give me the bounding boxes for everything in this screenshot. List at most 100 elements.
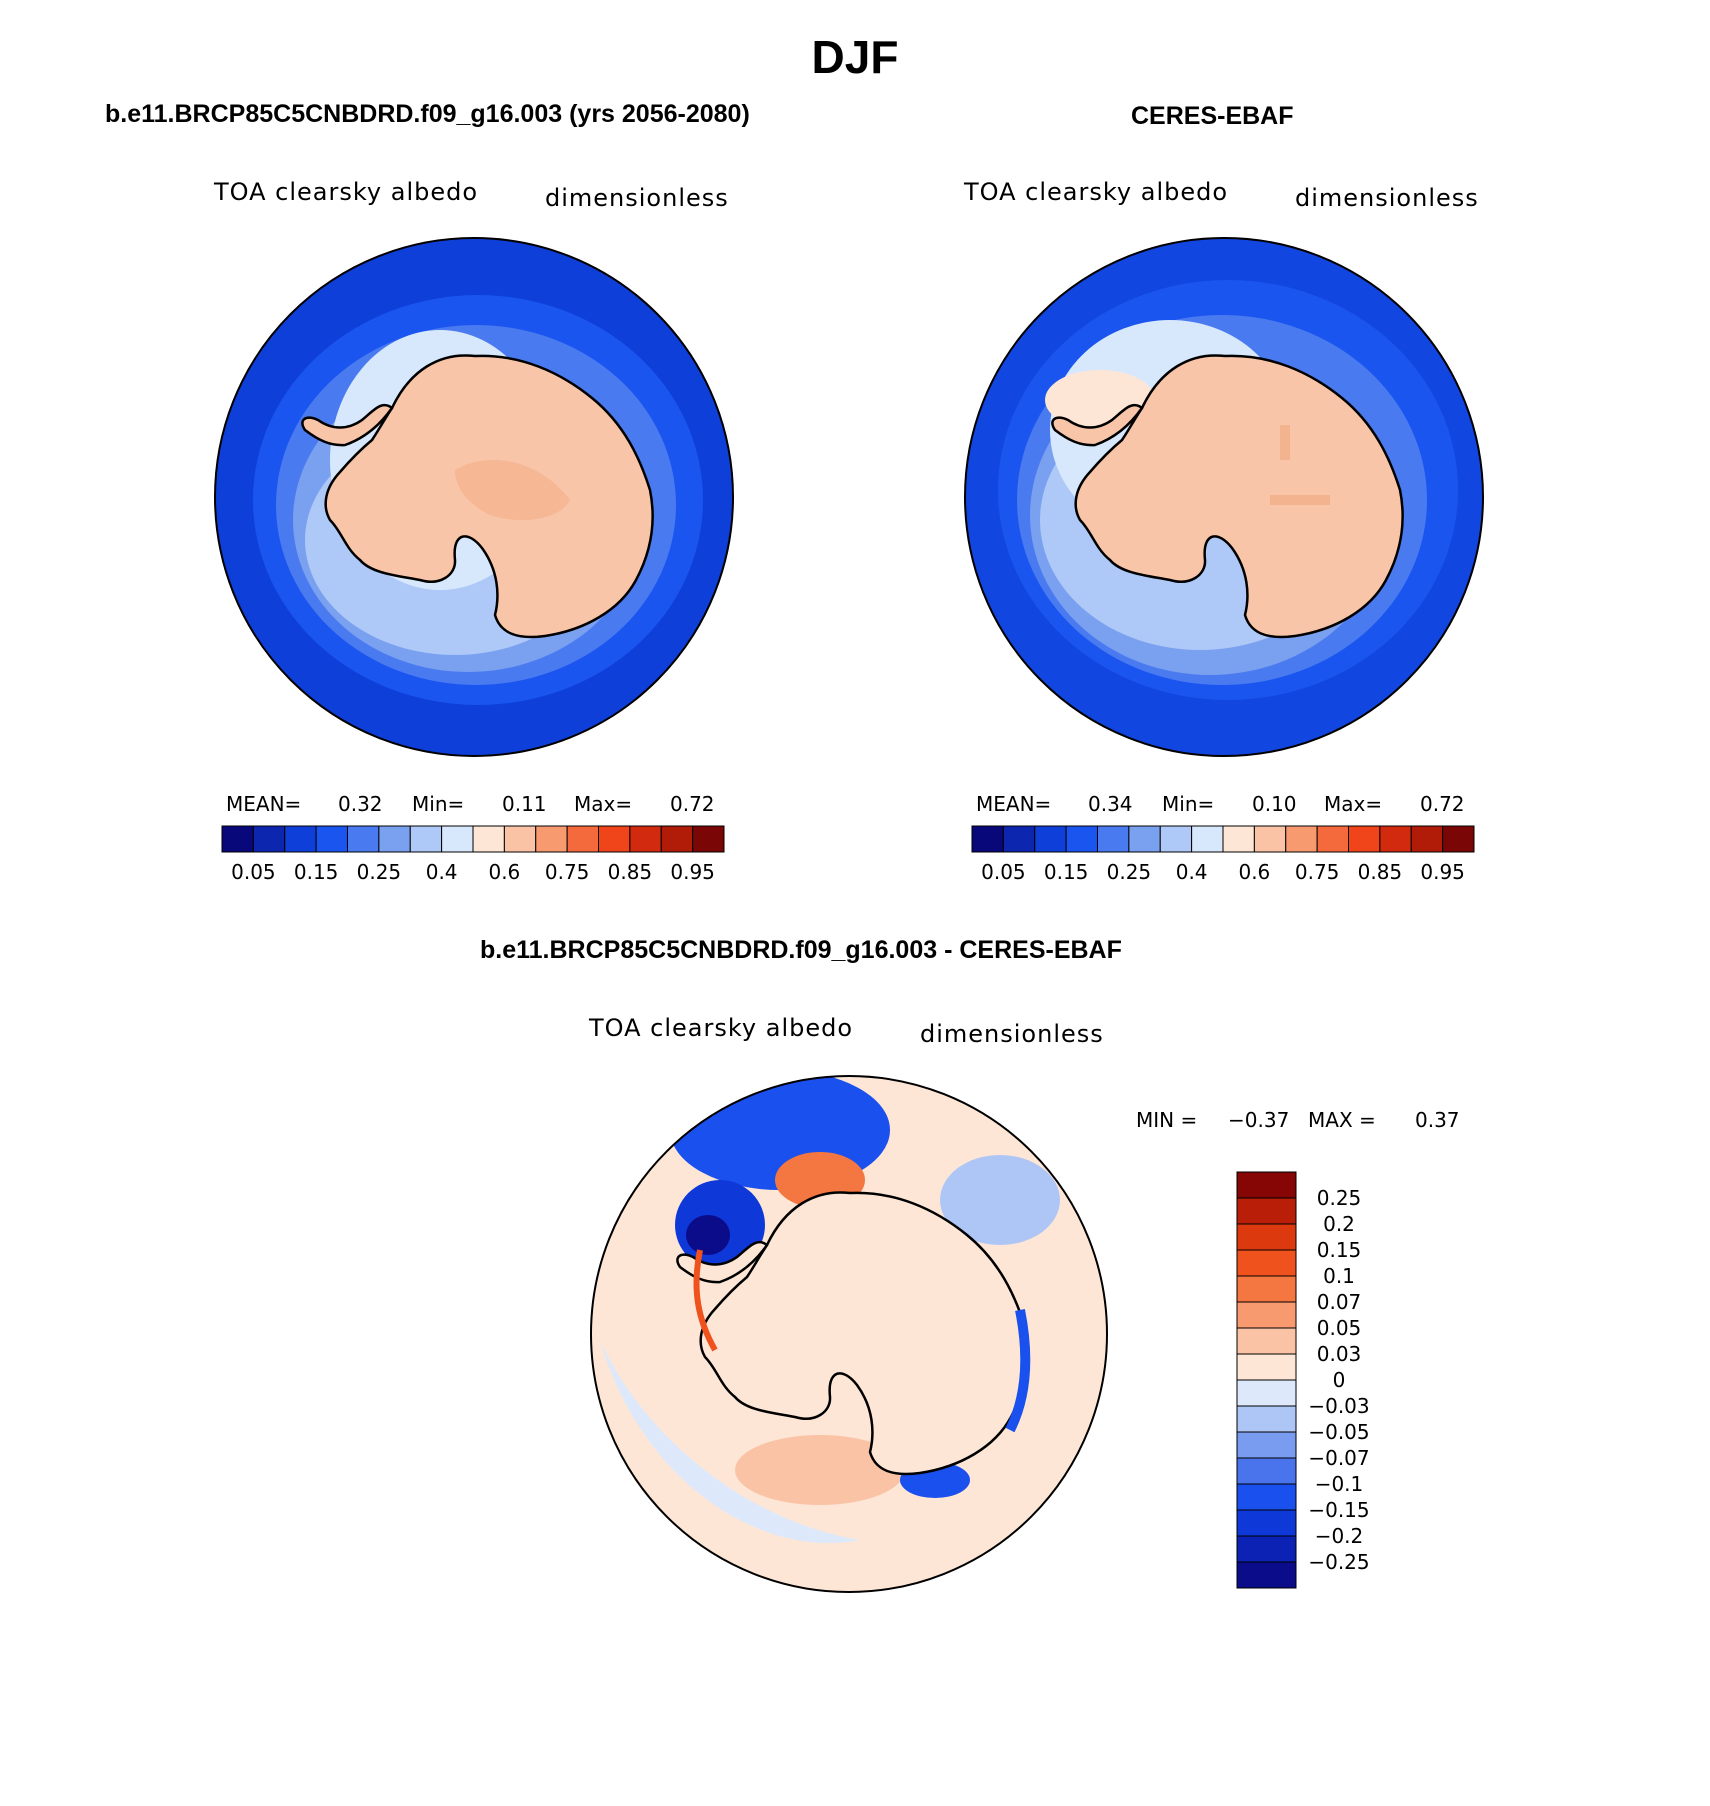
obs-colorbar-tick-label: 0.6 bbox=[1238, 860, 1271, 884]
model-min-value: 0.11 bbox=[502, 792, 547, 816]
panel-diff-units: dimensionless bbox=[920, 1020, 1104, 1048]
diff-colorbar-swatch bbox=[1236, 1171, 1297, 1199]
model-max-value: 0.72 bbox=[670, 792, 715, 816]
obs-colorbar-tick-label: 0.15 bbox=[1043, 860, 1089, 884]
diff-max-value: 0.37 bbox=[1415, 1108, 1460, 1132]
obs-colorbar-swatch bbox=[1442, 825, 1475, 853]
diff-colorbar-tick-label: −0.25 bbox=[1308, 1550, 1370, 1574]
obs-colorbar-swatch bbox=[1191, 825, 1224, 853]
diff-colorbar-tick-label: −0.1 bbox=[1314, 1472, 1364, 1496]
model-colorbar-swatch bbox=[378, 825, 411, 853]
diff-colorbar-tick-label: −0.07 bbox=[1308, 1446, 1370, 1470]
obs-colorbar-swatch bbox=[971, 825, 1004, 853]
antarctica-land bbox=[1074, 354, 1404, 639]
model-colorbar-swatch bbox=[660, 825, 694, 853]
model-colorbar-swatch bbox=[409, 825, 443, 853]
obs-colorbar-swatch bbox=[1222, 825, 1255, 853]
diff-colorbar-swatch bbox=[1236, 1197, 1297, 1225]
model-colorbar bbox=[221, 825, 725, 853]
model-colorbar-swatch bbox=[598, 825, 631, 853]
diff-colorbar-swatch bbox=[1236, 1457, 1297, 1485]
obs-colorbar bbox=[971, 825, 1475, 853]
obs-min-label: Min= bbox=[1162, 792, 1215, 816]
obs-mean-label: MEAN= bbox=[976, 792, 1052, 816]
model-colorbar-swatch bbox=[284, 825, 317, 853]
model-colorbar-tick-label: 0.85 bbox=[607, 860, 653, 884]
obs-colorbar-swatch bbox=[1285, 825, 1318, 853]
diff-max-label: MAX = bbox=[1308, 1108, 1376, 1132]
model-colorbar-swatch bbox=[503, 825, 537, 853]
obs-mean-value: 0.34 bbox=[1088, 792, 1133, 816]
diff-min-value: −0.37 bbox=[1228, 1108, 1290, 1132]
obs-max-value: 0.72 bbox=[1420, 792, 1465, 816]
diff-colorbar-tick-label: 0.1 bbox=[1323, 1264, 1355, 1288]
diff-colorbar-swatch bbox=[1236, 1535, 1297, 1563]
model-colorbar-swatch bbox=[629, 825, 662, 853]
diff-colorbar-tick-label: −0.05 bbox=[1308, 1420, 1370, 1444]
model-colorbar-swatch bbox=[472, 825, 505, 853]
diff-colorbar-tick-label: 0.03 bbox=[1316, 1342, 1362, 1366]
diff-min-label: MIN = bbox=[1136, 1108, 1198, 1132]
panel-diff-heading: b.e11.BRCP85C5CNBDRD.f09_g16.003 - CERES… bbox=[480, 936, 1122, 964]
model-colorbar-swatch bbox=[315, 825, 348, 853]
panel-obs-variable: TOA clearsky albedo bbox=[964, 178, 1229, 206]
diff-colorbar-swatch bbox=[1236, 1249, 1297, 1277]
diff-colorbar-tick-label: −0.15 bbox=[1308, 1498, 1370, 1522]
obs-colorbar-swatch bbox=[1002, 825, 1036, 853]
panel-model-variable: TOA clearsky albedo bbox=[214, 178, 479, 206]
diff-colorbar-swatch bbox=[1236, 1379, 1297, 1407]
obs-colorbar-swatch bbox=[1348, 825, 1381, 853]
obs-max-label: Max= bbox=[1324, 792, 1383, 816]
model-colorbar-swatch bbox=[252, 825, 286, 853]
panel-model-units: dimensionless bbox=[545, 184, 729, 212]
panel-obs-units: dimensionless bbox=[1295, 184, 1479, 212]
model-colorbar-swatch bbox=[347, 825, 380, 853]
obs-colorbar-swatch bbox=[1065, 825, 1098, 853]
panel-obs-heading: CERES-EBAF bbox=[1131, 102, 1294, 130]
obs-colorbar-swatch bbox=[1253, 825, 1287, 853]
diff-colorbar-tick-label: 0 bbox=[1332, 1368, 1346, 1392]
page-title: DJF bbox=[811, 31, 899, 83]
model-colorbar-tick-label: 0.25 bbox=[356, 860, 402, 884]
model-colorbar-tick-label: 0.95 bbox=[670, 860, 715, 884]
obs-colorbar-swatch bbox=[1128, 825, 1161, 853]
obs-colorbar-swatch bbox=[1410, 825, 1444, 853]
diff-colorbar-tick-label: 0.25 bbox=[1316, 1186, 1362, 1210]
model-max-label: Max= bbox=[574, 792, 633, 816]
model-colorbar-tick-label: 0.75 bbox=[544, 860, 590, 884]
diff-colorbar-swatch bbox=[1236, 1431, 1297, 1459]
diff-colorbar bbox=[1236, 1171, 1297, 1589]
obs-colorbar-tick-label: 0.4 bbox=[1175, 860, 1208, 884]
model-colorbar-swatch bbox=[441, 825, 474, 853]
obs-colorbar-tick-label: 0.95 bbox=[1420, 860, 1465, 884]
obs-colorbar-swatch bbox=[1034, 825, 1067, 853]
model-colorbar-tick-label: 0.6 bbox=[488, 860, 521, 884]
diff-colorbar-swatch bbox=[1236, 1301, 1297, 1329]
model-colorbar-tick-label: 0.4 bbox=[425, 860, 458, 884]
diff-colorbar-swatch bbox=[1236, 1275, 1297, 1303]
diff-colorbar-tick-label: 0.2 bbox=[1323, 1212, 1355, 1236]
model-mean-label: MEAN= bbox=[226, 792, 302, 816]
diff-colorbar-swatch bbox=[1236, 1405, 1297, 1433]
diff-colorbar-swatch bbox=[1236, 1509, 1297, 1537]
diff-colorbar-swatch bbox=[1236, 1327, 1297, 1355]
diff-colorbar-swatch bbox=[1236, 1483, 1297, 1511]
diff-colorbar-tick-label: 0.05 bbox=[1316, 1316, 1362, 1340]
model-min-label: Min= bbox=[412, 792, 465, 816]
model-colorbar-swatch bbox=[221, 825, 254, 853]
model-map bbox=[214, 237, 734, 757]
diff-colorbar-tick-label: −0.03 bbox=[1308, 1394, 1370, 1418]
antarctic-peninsula bbox=[301, 403, 394, 447]
diff-colorbar-swatch bbox=[1236, 1223, 1297, 1251]
diff-colorbar-swatch bbox=[1236, 1561, 1297, 1589]
panel-model-heading: b.e11.BRCP85C5CNBDRD.f09_g16.003 (yrs 20… bbox=[105, 100, 750, 128]
obs-colorbar-tick-label: 0.85 bbox=[1357, 860, 1403, 884]
model-colorbar-swatch bbox=[566, 825, 599, 853]
model-mean-value: 0.32 bbox=[338, 792, 383, 816]
diff-colorbar-swatch bbox=[1236, 1353, 1297, 1381]
obs-map bbox=[964, 237, 1484, 757]
antarctica-land bbox=[699, 1191, 1029, 1476]
obs-colorbar-tick-label: 0.25 bbox=[1106, 860, 1152, 884]
model-colorbar-tick-label: 0.15 bbox=[293, 860, 339, 884]
